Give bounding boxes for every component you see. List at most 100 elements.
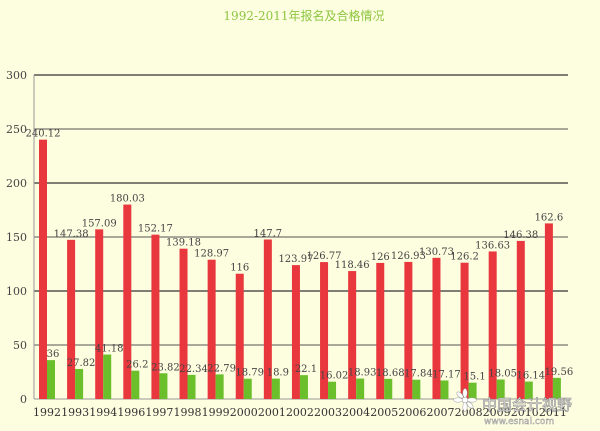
bar-series-2 bbox=[299, 375, 308, 399]
data-label: 130.73 bbox=[419, 247, 454, 258]
gridlines bbox=[33, 74, 568, 400]
data-label: 118.46 bbox=[335, 260, 370, 271]
data-label: 136.63 bbox=[475, 240, 510, 251]
bar-series-1 bbox=[488, 251, 497, 399]
x-tick-label: 2008 bbox=[455, 406, 483, 419]
y-tick-label: 300 bbox=[6, 69, 27, 82]
bar-series-2 bbox=[103, 354, 112, 399]
bar-series-1 bbox=[348, 271, 357, 399]
bar-series-2 bbox=[131, 370, 140, 399]
bar-series-1 bbox=[95, 229, 104, 399]
y-tick-label: 0 bbox=[20, 393, 27, 406]
watermark-text: 中国会计视野 bbox=[482, 396, 572, 414]
x-tick-label: 1992 bbox=[33, 406, 61, 419]
x-tick-label: 2004 bbox=[342, 406, 370, 419]
data-label: 15.1 bbox=[463, 372, 485, 383]
y-tick-label: 50 bbox=[13, 339, 27, 352]
bar-series-2 bbox=[412, 379, 421, 399]
bar-series-2 bbox=[440, 380, 449, 399]
y-tick-label: 200 bbox=[6, 177, 27, 190]
bar-series-1 bbox=[291, 265, 300, 399]
data-label: 128.97 bbox=[194, 249, 229, 260]
bar-series-1 bbox=[39, 139, 47, 399]
data-label: 22.1 bbox=[295, 364, 317, 375]
data-label: 41.18 bbox=[95, 344, 124, 355]
bar-series-2 bbox=[243, 378, 252, 399]
data-label: 18.79 bbox=[235, 368, 264, 379]
data-label: 146.38 bbox=[503, 230, 538, 241]
x-tick-label: 2005 bbox=[370, 406, 398, 419]
watermark-flower-icon bbox=[453, 388, 477, 412]
bar-series-1 bbox=[207, 259, 216, 399]
bar-series-2 bbox=[215, 374, 224, 399]
data-label: 139.18 bbox=[166, 238, 201, 249]
chart-title: 1992-2011年报名及合格情况 bbox=[223, 8, 384, 23]
bar-series-1 bbox=[544, 223, 553, 399]
x-tick-label: 2001 bbox=[258, 406, 286, 419]
data-label: 116 bbox=[230, 263, 249, 274]
bar-series-2 bbox=[468, 382, 477, 399]
data-label: 147.38 bbox=[54, 229, 89, 240]
bar-series-2 bbox=[271, 378, 280, 399]
x-tick-label: 1998 bbox=[174, 406, 202, 419]
x-tick-label: 2002 bbox=[286, 406, 314, 419]
data-label: 126.2 bbox=[450, 252, 479, 263]
bar-series-2 bbox=[524, 381, 533, 399]
bar-series-2 bbox=[187, 374, 196, 399]
data-label: 17.84 bbox=[404, 369, 433, 380]
bar-series-1 bbox=[376, 262, 385, 399]
data-label: 17.17 bbox=[432, 369, 461, 380]
data-label: 16.14 bbox=[516, 371, 545, 382]
bar-series-1 bbox=[516, 240, 525, 399]
x-tick-label: 1999 bbox=[202, 406, 230, 419]
data-label: 22.34 bbox=[179, 364, 208, 375]
x-tick-label: 2007 bbox=[426, 406, 454, 419]
x-tick-label: 2000 bbox=[230, 406, 258, 419]
data-label: 22.79 bbox=[207, 363, 236, 374]
bar-series-1 bbox=[432, 257, 441, 399]
data-label: 180.03 bbox=[110, 194, 145, 205]
x-tick-label: 1996 bbox=[117, 406, 145, 419]
x-tick-label: 2003 bbox=[314, 406, 342, 419]
x-tick-label: 1993 bbox=[61, 406, 89, 419]
data-label: 18.05 bbox=[488, 369, 517, 380]
bar-series-1 bbox=[179, 248, 188, 399]
data-label: 126.77 bbox=[307, 251, 342, 262]
data-label: 152.17 bbox=[138, 224, 173, 235]
bar-series-1 bbox=[151, 234, 160, 399]
data-label: 19.56 bbox=[545, 367, 574, 378]
x-tick-label: 2009 bbox=[483, 406, 511, 419]
bar-series-2 bbox=[356, 378, 365, 399]
data-label: 157.09 bbox=[82, 218, 117, 229]
data-label: 18.68 bbox=[376, 368, 405, 379]
bar-series-2 bbox=[384, 378, 393, 399]
x-tick-labels: 1992 1993 1994 1996 1997 1998 1999 2000 2001 2002… bbox=[33, 406, 567, 419]
bar-series-1 bbox=[263, 239, 272, 399]
y-tick-label: 250 bbox=[6, 123, 27, 136]
y-tick-label: 100 bbox=[6, 285, 27, 298]
data-label: 16.02 bbox=[320, 371, 349, 382]
bar-series-1 bbox=[460, 262, 469, 399]
bars bbox=[39, 139, 561, 399]
x-tick-label: 1994 bbox=[89, 406, 117, 419]
watermark: 中国会计视野 www.esnai.com bbox=[453, 388, 572, 427]
bar-series-2 bbox=[75, 368, 84, 399]
data-label: 240.12 bbox=[26, 129, 61, 140]
x-tick-label: 2006 bbox=[398, 406, 426, 419]
bar-series-2 bbox=[496, 379, 505, 399]
watermark-url: www.esnai.com bbox=[484, 417, 554, 427]
bar-series-2 bbox=[47, 360, 55, 399]
bar-series-1 bbox=[235, 273, 244, 399]
bar-series-2 bbox=[328, 381, 337, 399]
data-labels: 240.12 36 147.38 27.82 157.09 41.18 180.03 26.2… bbox=[26, 129, 574, 383]
bar-series-1 bbox=[320, 262, 329, 399]
data-label: 18.9 bbox=[267, 368, 289, 379]
y-tick-label: 150 bbox=[6, 231, 27, 244]
y-tick-labels: 0 50 100 150 200 250 300 bbox=[6, 69, 27, 406]
x-tick-label: 1997 bbox=[145, 406, 173, 419]
data-label: 23.82 bbox=[151, 362, 180, 373]
data-label: 18.93 bbox=[348, 368, 377, 379]
data-label: 36 bbox=[47, 349, 60, 360]
bar-series-2 bbox=[552, 377, 561, 399]
